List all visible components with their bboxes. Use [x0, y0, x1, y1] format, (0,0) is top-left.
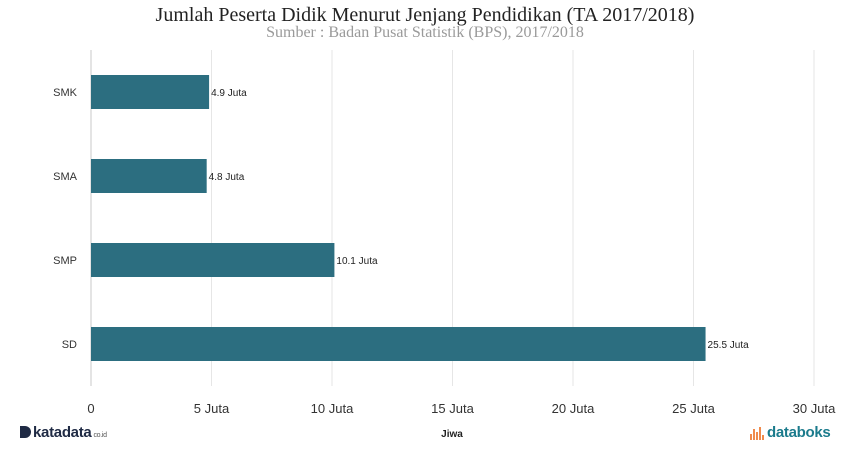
- x-tick-label: 30 Juta: [793, 401, 836, 416]
- y-tick-label: SMP: [53, 255, 77, 267]
- x-tick-label: 10 Juta: [311, 401, 354, 416]
- katadata-logo: katadata co.id: [20, 424, 107, 441]
- data-label: 10.1 Juta: [336, 256, 378, 267]
- bar-sd[interactable]: [91, 327, 706, 361]
- y-tick-label: SMK: [53, 87, 78, 99]
- katadata-logo-suffix: co.id: [93, 432, 107, 439]
- y-tick-label: SD: [62, 339, 77, 351]
- x-tick-label: 0: [87, 401, 94, 416]
- x-tick-label: 5 Juta: [194, 401, 230, 416]
- x-tick-label: 25 Juta: [672, 401, 715, 416]
- chart-subtitle: Sumber : Badan Pusat Statistik (BPS), 20…: [266, 24, 584, 41]
- katadata-logo-icon: [20, 426, 31, 438]
- x-axis-title: Jiwa: [441, 429, 463, 440]
- data-label: 4.9 Juta: [211, 88, 247, 99]
- bar-smk[interactable]: [91, 75, 210, 109]
- data-label: 4.8 Juta: [209, 172, 245, 183]
- y-tick-label: SMA: [53, 171, 78, 183]
- databoks-logo-text: databoks: [767, 424, 831, 441]
- databoks-logo-icon: [750, 426, 764, 440]
- x-tick-label: 15 Juta: [431, 401, 474, 416]
- data-label: 25.5 Juta: [708, 340, 750, 351]
- databoks-logo: databoks: [750, 424, 831, 441]
- bar-sma[interactable]: [91, 159, 207, 193]
- chart-title: Jumlah Peserta Didik Menurut Jenjang Pen…: [155, 4, 695, 26]
- katadata-logo-text: katadata: [33, 424, 92, 441]
- bar-smp[interactable]: [91, 243, 335, 277]
- x-tick-label: 20 Juta: [552, 401, 595, 416]
